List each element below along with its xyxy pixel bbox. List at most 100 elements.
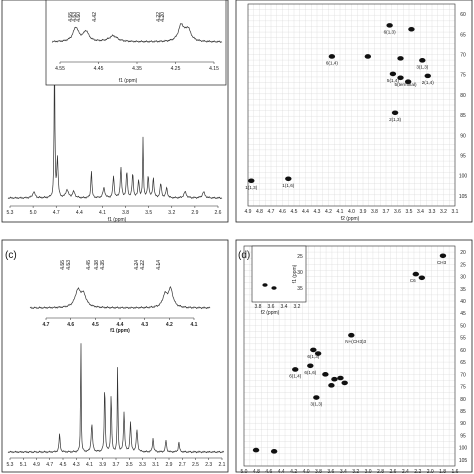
panel-a-x-tick-label: 2.6 [215,210,222,216]
panel-c-inset-trace [29,286,211,310]
panel-d-y-tick-label: 105 [459,458,468,464]
panel-d-y-tick-label: 50 [460,323,466,329]
panel-d-y-tick-label: 45 [460,311,466,317]
panel-b-cross-peak-label: 5(1,4) [387,78,399,83]
panel-b-x-tick-label: 4.1 [337,209,344,215]
panel-b-cross-peak [364,54,372,59]
panel-d-x-tick-label: 4.2 [290,469,297,474]
panel-c-x-tick-label: 3.3 [139,462,146,468]
panel-a-x-tick-label: 4.7 [53,210,60,216]
panel-a-inset-x-tick-label: 4.25 [171,66,181,72]
panel-d-x-tick-label: 2.0 [427,469,434,474]
panel-a-inset-spectrum [51,23,223,43]
panel-b-y-tick-label: 60 [460,12,466,18]
panel-d-y-tick-label: 85 [460,409,466,415]
panel-d-x-tick-label: 3.2 [352,469,359,474]
panel-b-cross-peak [397,75,404,81]
panel-c-inset-x-tick-label: 4.7 [43,322,50,328]
panel-a-x-tick-label: 2.9 [191,210,198,216]
panel-b-frame [235,0,473,223]
panel-a-x-tick-label: 3.2 [168,210,175,216]
panel-d-inset: 3.8 3.6 3.4 3.2 25 30 35 f1 (ppm) f2 (ppm) [251,245,307,316]
panel-a-inset-x-tick-label: 4.55 [55,66,65,72]
panel-d-y-tick-label: 40 [460,299,466,305]
panel-b-x-tick-label: 3.5 [406,209,413,215]
panel-c-x-tick-label: 2.9 [166,462,173,468]
panel-a-x-tick-label: 5.0 [30,210,37,216]
panel-b-y-tick-label: 65 [460,32,466,38]
panel-d-cross-peak [270,449,278,454]
panel-b-cross-peak [404,79,412,84]
panel-d-cross-peak [314,351,322,356]
panel-d-x-tick-label: 1.8 [439,469,446,474]
panel-d-cross-peak-label: 3(1,3) [310,402,322,407]
panel-d-inset-y-tick-label: 35 [297,286,303,292]
panel-a: 5.3 5.0 4.7 4.4 4.1 3.8 3.5 3.2 2.9 2.6 f1 (ppm) … [1,0,229,223]
panel-b-x-tick-label: 3.3 [429,209,436,215]
panel-b-x-tick-label: 3.7 [383,209,390,215]
panel-b-cross-peak [285,176,292,182]
panel-c-x-axis: 5.3 5.1 4.9 4.7 4.5 4.3 4.1 3.9 3.7 3.5 3.3 3.1 2.9 2… [7,457,226,468]
panel-d-cross-peak-label: 6(1,6) [304,370,316,375]
panel-d-x-tick-label: 1.6 [452,469,459,474]
panel-d: (d) CH3C6N+(CH3)36(1,3)6(1,4)6(1,6)3(1,3… [235,239,473,474]
panel-d-x-tick-label: 2.4 [402,469,409,474]
panel-c-x-tick-label: 2.7 [179,462,186,468]
panel-d-cross-peak [439,253,447,259]
panel-c-x-tick-label: 5.1 [20,462,27,468]
panel-b-cross-peak-label: 1(1,6) [282,183,294,188]
panel-d-cross-peak [331,376,338,382]
panel-d-inset-x-tick-label: 3.8 [255,304,262,310]
panel-b-cross-peak [389,71,397,77]
panel-b-cross-peak-label: 3(1,3) [416,64,428,69]
panel-b-x-tick-label: 4.4 [302,209,309,215]
panel-b-cross-peak-label: 1(1,3) [245,185,257,190]
panel-a-x-tick-label: 3.5 [145,210,152,216]
panel-c-label: (c) [5,250,17,261]
panel-c-x-tick-label: 3.9 [99,462,106,468]
panel-d-x-tick-label: 4.0 [303,469,310,474]
panel-c-inset-xlabel: f1 (ppm) [110,328,130,334]
panel-d-x-tick-label: 5.0 [241,469,248,474]
panel-a-inset-x-tick-label: 4.35 [132,66,142,72]
panel-c-x-tick-label: 4.1 [86,462,93,468]
panel-a-inset-trace [51,23,223,43]
panel-c-inset-x-axis: 4.7 4.6 4.5 4.4 4.3 4.2 4.1 [43,317,198,328]
panel-d-cross-peak [310,347,317,353]
panel-d-y-tick-label: 95 [460,433,466,439]
panel-d-y-tick-label: 25 [460,262,466,268]
panel-a-inset-xlabel: f1 (ppm) [119,78,138,84]
panel-d-inset-frame [251,245,307,303]
panel-b-y-tick-label: 85 [460,113,466,119]
panel-b-cross-peak [391,110,399,116]
panel-d-cross-peak-label: 6(1,4) [289,373,301,378]
panel-d-plot-frame [243,245,456,467]
panel-b-cross-peak [397,56,404,61]
panel-d-cross-peak [412,271,420,277]
panel-a-inset-frame [45,0,227,86]
panel-c-x-tick-label: 2.3 [205,462,212,468]
panel-b-cross-peak-label: 2(1,3) [389,117,401,122]
panel-c-x-tick-label: 3.7 [113,462,120,468]
panel-b-x-tick-label: 4.6 [279,209,286,215]
panel-c-x-tick-label: 5.3 [7,462,14,468]
panel-d-inset-xlabel: f2 (ppm) [261,310,280,316]
panel-d-inset-ylabel: f1 (ppm) [292,264,298,283]
panel-b-y-tick-label: 100 [459,174,468,180]
panel-d-inset-peak [271,286,277,290]
panel-d-inset-x-tick-label: 3.4 [281,304,288,310]
panel-a-x-tick-label: 4.1 [99,210,106,216]
panel-b-y-tick-label: 75 [460,73,466,79]
panel-a-xlabel: f1 (ppm) [108,217,127,223]
panel-d-cross-peak-label: CH3 [437,260,447,265]
panel-d-y-tick-label: 60 [460,348,466,354]
panel-c-frame [1,239,229,473]
panel-d-cross-peak [348,332,355,338]
panel-a-spectrum [7,44,223,200]
panel-b-plot-frame [247,3,456,207]
panel-a-inset-peak-labels: 4.554.534.50 4.42 4.224.20 [68,12,166,22]
panel-d-y-tick-label: 35 [460,287,466,293]
panel-d-cross-peak-label: 6(1,3) [307,354,319,359]
panel-b-x-tick-label: 4.0 [348,209,355,215]
panel-b: 6(1,3) 6(1,4) 3(1,3) 5(1,4)5(terminal) 2(1,4… [235,0,473,223]
